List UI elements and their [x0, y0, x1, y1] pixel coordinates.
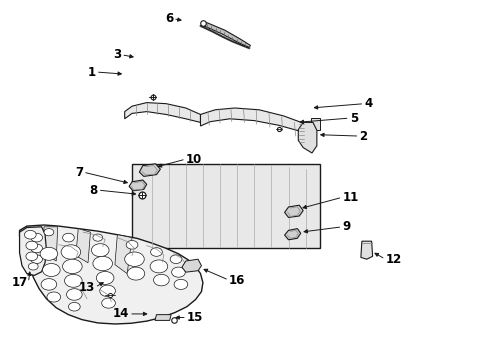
- Circle shape: [28, 263, 38, 270]
- Circle shape: [68, 302, 80, 311]
- Polygon shape: [155, 315, 171, 320]
- Circle shape: [100, 285, 115, 297]
- Polygon shape: [44, 227, 58, 261]
- Circle shape: [31, 233, 42, 242]
- Circle shape: [150, 260, 167, 273]
- Circle shape: [93, 256, 112, 271]
- Polygon shape: [182, 259, 201, 272]
- Text: 16: 16: [228, 274, 244, 287]
- Circle shape: [31, 244, 42, 253]
- Polygon shape: [360, 241, 372, 259]
- Text: 10: 10: [185, 153, 202, 166]
- Polygon shape: [129, 180, 146, 191]
- Text: 4: 4: [364, 97, 372, 110]
- Circle shape: [96, 271, 114, 284]
- Text: 11: 11: [342, 191, 358, 204]
- Text: 13: 13: [79, 281, 95, 294]
- Circle shape: [26, 241, 38, 250]
- Polygon shape: [115, 235, 132, 274]
- Circle shape: [64, 274, 82, 287]
- Circle shape: [91, 244, 109, 257]
- Circle shape: [171, 267, 185, 277]
- Polygon shape: [284, 229, 300, 240]
- Circle shape: [41, 279, 57, 290]
- Polygon shape: [298, 122, 316, 153]
- Circle shape: [66, 289, 82, 300]
- Circle shape: [26, 252, 38, 261]
- Text: 1: 1: [87, 66, 96, 78]
- Text: 8: 8: [89, 184, 98, 197]
- Text: 17: 17: [12, 276, 28, 289]
- Polygon shape: [284, 205, 303, 217]
- Circle shape: [124, 252, 144, 266]
- Circle shape: [170, 255, 182, 264]
- Circle shape: [40, 247, 58, 260]
- Text: 12: 12: [385, 253, 401, 266]
- Circle shape: [150, 248, 162, 256]
- Text: 7: 7: [75, 166, 83, 179]
- Circle shape: [174, 279, 187, 289]
- Polygon shape: [20, 225, 203, 324]
- Polygon shape: [124, 103, 200, 122]
- Circle shape: [62, 233, 74, 242]
- Circle shape: [126, 240, 138, 249]
- Circle shape: [153, 274, 169, 286]
- Circle shape: [102, 298, 115, 308]
- Text: 5: 5: [349, 112, 357, 125]
- Polygon shape: [202, 22, 250, 48]
- Circle shape: [42, 264, 60, 276]
- Text: 15: 15: [186, 311, 203, 324]
- Circle shape: [47, 292, 61, 302]
- Polygon shape: [200, 108, 312, 138]
- Polygon shape: [132, 164, 320, 248]
- Text: 3: 3: [113, 48, 121, 61]
- Circle shape: [24, 230, 36, 239]
- Polygon shape: [139, 164, 160, 176]
- Polygon shape: [76, 229, 90, 263]
- Circle shape: [93, 234, 102, 241]
- Text: 6: 6: [164, 12, 173, 25]
- Circle shape: [31, 255, 42, 264]
- Circle shape: [61, 245, 81, 259]
- Text: 9: 9: [342, 220, 350, 233]
- Text: 14: 14: [113, 307, 129, 320]
- Polygon shape: [20, 227, 46, 275]
- Polygon shape: [310, 118, 320, 130]
- Circle shape: [127, 267, 144, 280]
- Circle shape: [44, 229, 54, 236]
- Circle shape: [62, 259, 82, 274]
- Text: 2: 2: [359, 130, 367, 143]
